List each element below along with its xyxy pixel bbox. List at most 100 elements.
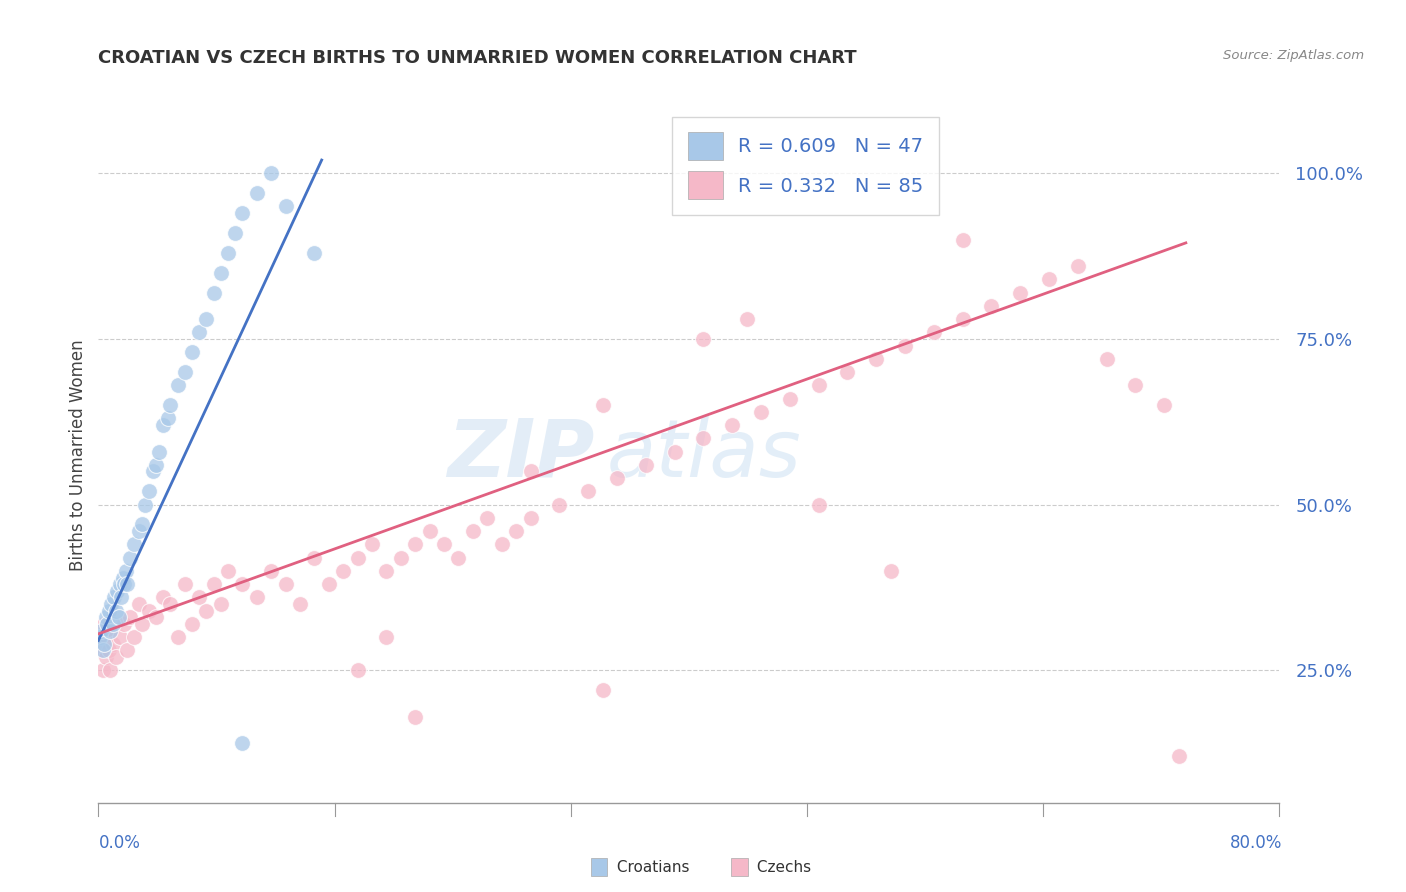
Point — [1095, 351, 1118, 366]
Point — [404, 709, 426, 723]
Point — [721, 418, 744, 433]
Point — [100, 624, 122, 638]
Point — [246, 591, 269, 605]
Point — [101, 637, 124, 651]
Point — [749, 405, 772, 419]
Point — [96, 616, 118, 631]
Point — [519, 465, 541, 479]
Point — [231, 577, 253, 591]
Point — [779, 392, 801, 406]
Point — [188, 326, 211, 340]
Point — [664, 444, 686, 458]
Point — [152, 591, 174, 605]
Text: 0.0%: 0.0% — [98, 834, 141, 852]
Point — [894, 338, 917, 352]
Point — [166, 378, 188, 392]
Point — [419, 524, 441, 538]
Point — [477, 511, 499, 525]
Point — [120, 610, 142, 624]
Point — [166, 630, 188, 644]
Point — [101, 616, 124, 631]
Text: Czechs: Czechs — [752, 860, 811, 874]
Point — [606, 471, 628, 485]
Point — [110, 591, 132, 605]
Point — [98, 663, 121, 677]
Point — [375, 564, 398, 578]
Point — [159, 597, 181, 611]
Point — [807, 378, 830, 392]
Point — [195, 604, 218, 618]
Point — [202, 285, 225, 300]
Point — [108, 630, 131, 644]
Point — [592, 683, 614, 698]
Text: atlas: atlas — [606, 416, 801, 494]
Point — [952, 312, 974, 326]
Point — [1167, 749, 1189, 764]
Point — [115, 643, 138, 657]
Point — [1038, 272, 1060, 286]
Point — [112, 616, 135, 631]
Point — [346, 663, 368, 677]
Point — [692, 332, 714, 346]
Point — [145, 458, 167, 472]
Point — [404, 537, 426, 551]
Point — [156, 411, 179, 425]
Point — [124, 630, 146, 644]
Point — [90, 630, 112, 644]
Point — [1153, 398, 1175, 412]
Point — [138, 604, 160, 618]
Point — [93, 637, 115, 651]
Point — [91, 663, 114, 677]
Point — [304, 245, 326, 260]
Point — [980, 299, 1002, 313]
Point — [209, 597, 232, 611]
Text: CROATIAN VS CZECH BIRTHS TO UNMARRIED WOMEN CORRELATION CHART: CROATIAN VS CZECH BIRTHS TO UNMARRIED WO… — [98, 49, 858, 67]
Point — [634, 458, 657, 472]
Point — [128, 524, 150, 538]
Point — [96, 630, 118, 644]
Point — [195, 312, 218, 326]
Point — [491, 537, 513, 551]
Point — [447, 550, 470, 565]
Point — [807, 498, 830, 512]
Point — [104, 604, 127, 618]
Point — [112, 577, 135, 591]
Point — [114, 564, 136, 578]
Point — [152, 418, 174, 433]
Point — [115, 577, 138, 591]
Point — [142, 465, 165, 479]
Point — [231, 206, 253, 220]
Point — [224, 226, 246, 240]
Point — [260, 166, 283, 180]
Legend: R = 0.609   N = 47, R = 0.332   N = 85: R = 0.609 N = 47, R = 0.332 N = 85 — [672, 117, 939, 215]
Point — [145, 610, 167, 624]
Point — [361, 537, 384, 551]
Point — [128, 597, 150, 611]
Point — [505, 524, 527, 538]
Point — [93, 616, 115, 631]
Point — [692, 431, 714, 445]
Point — [288, 597, 311, 611]
Point — [131, 517, 153, 532]
Point — [231, 736, 253, 750]
Point — [217, 564, 239, 578]
Point — [134, 498, 156, 512]
Point — [107, 610, 129, 624]
Text: Croatians: Croatians — [612, 860, 689, 874]
Point — [97, 604, 120, 618]
Point — [131, 616, 153, 631]
Point — [461, 524, 484, 538]
Point — [100, 597, 122, 611]
Point — [103, 591, 125, 605]
Point — [274, 577, 297, 591]
Point — [108, 577, 131, 591]
Point — [1125, 378, 1147, 392]
Point — [735, 312, 758, 326]
Point — [576, 484, 599, 499]
Point — [922, 326, 945, 340]
Point — [181, 345, 204, 359]
Point — [104, 650, 127, 665]
Point — [1010, 285, 1032, 300]
Point — [318, 577, 340, 591]
Point — [202, 577, 225, 591]
